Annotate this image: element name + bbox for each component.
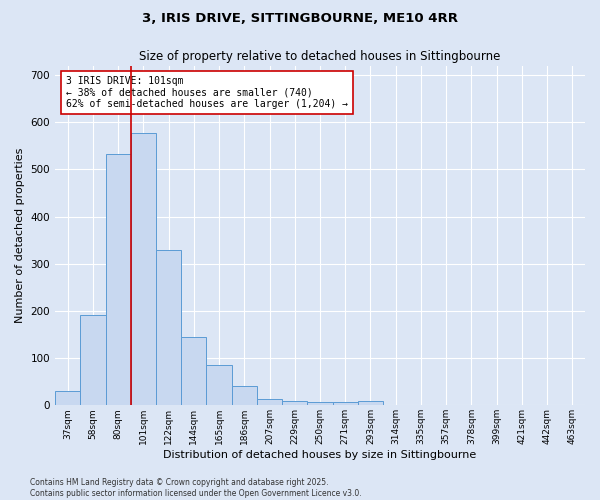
Bar: [181, 337, 206, 406]
Bar: [206, 365, 232, 406]
Text: Contains HM Land Registry data © Crown copyright and database right 2025.
Contai: Contains HM Land Registry data © Crown c…: [30, 478, 362, 498]
Bar: [358, 400, 383, 406]
Bar: [332, 402, 358, 406]
Y-axis label: Number of detached properties: Number of detached properties: [15, 148, 25, 323]
Bar: [282, 400, 307, 406]
Text: 3, IRIS DRIVE, SITTINGBOURNE, ME10 4RR: 3, IRIS DRIVE, SITTINGBOURNE, ME10 4RR: [142, 12, 458, 26]
Bar: [131, 132, 156, 406]
Bar: [55, 391, 80, 406]
Bar: [232, 386, 257, 406]
Bar: [156, 250, 181, 406]
Bar: [80, 314, 106, 406]
Bar: [307, 402, 332, 406]
Bar: [257, 399, 282, 406]
X-axis label: Distribution of detached houses by size in Sittingbourne: Distribution of detached houses by size …: [163, 450, 476, 460]
Text: 3 IRIS DRIVE: 101sqm
← 38% of detached houses are smaller (740)
62% of semi-deta: 3 IRIS DRIVE: 101sqm ← 38% of detached h…: [65, 76, 347, 109]
Bar: [106, 154, 131, 406]
Title: Size of property relative to detached houses in Sittingbourne: Size of property relative to detached ho…: [139, 50, 501, 63]
